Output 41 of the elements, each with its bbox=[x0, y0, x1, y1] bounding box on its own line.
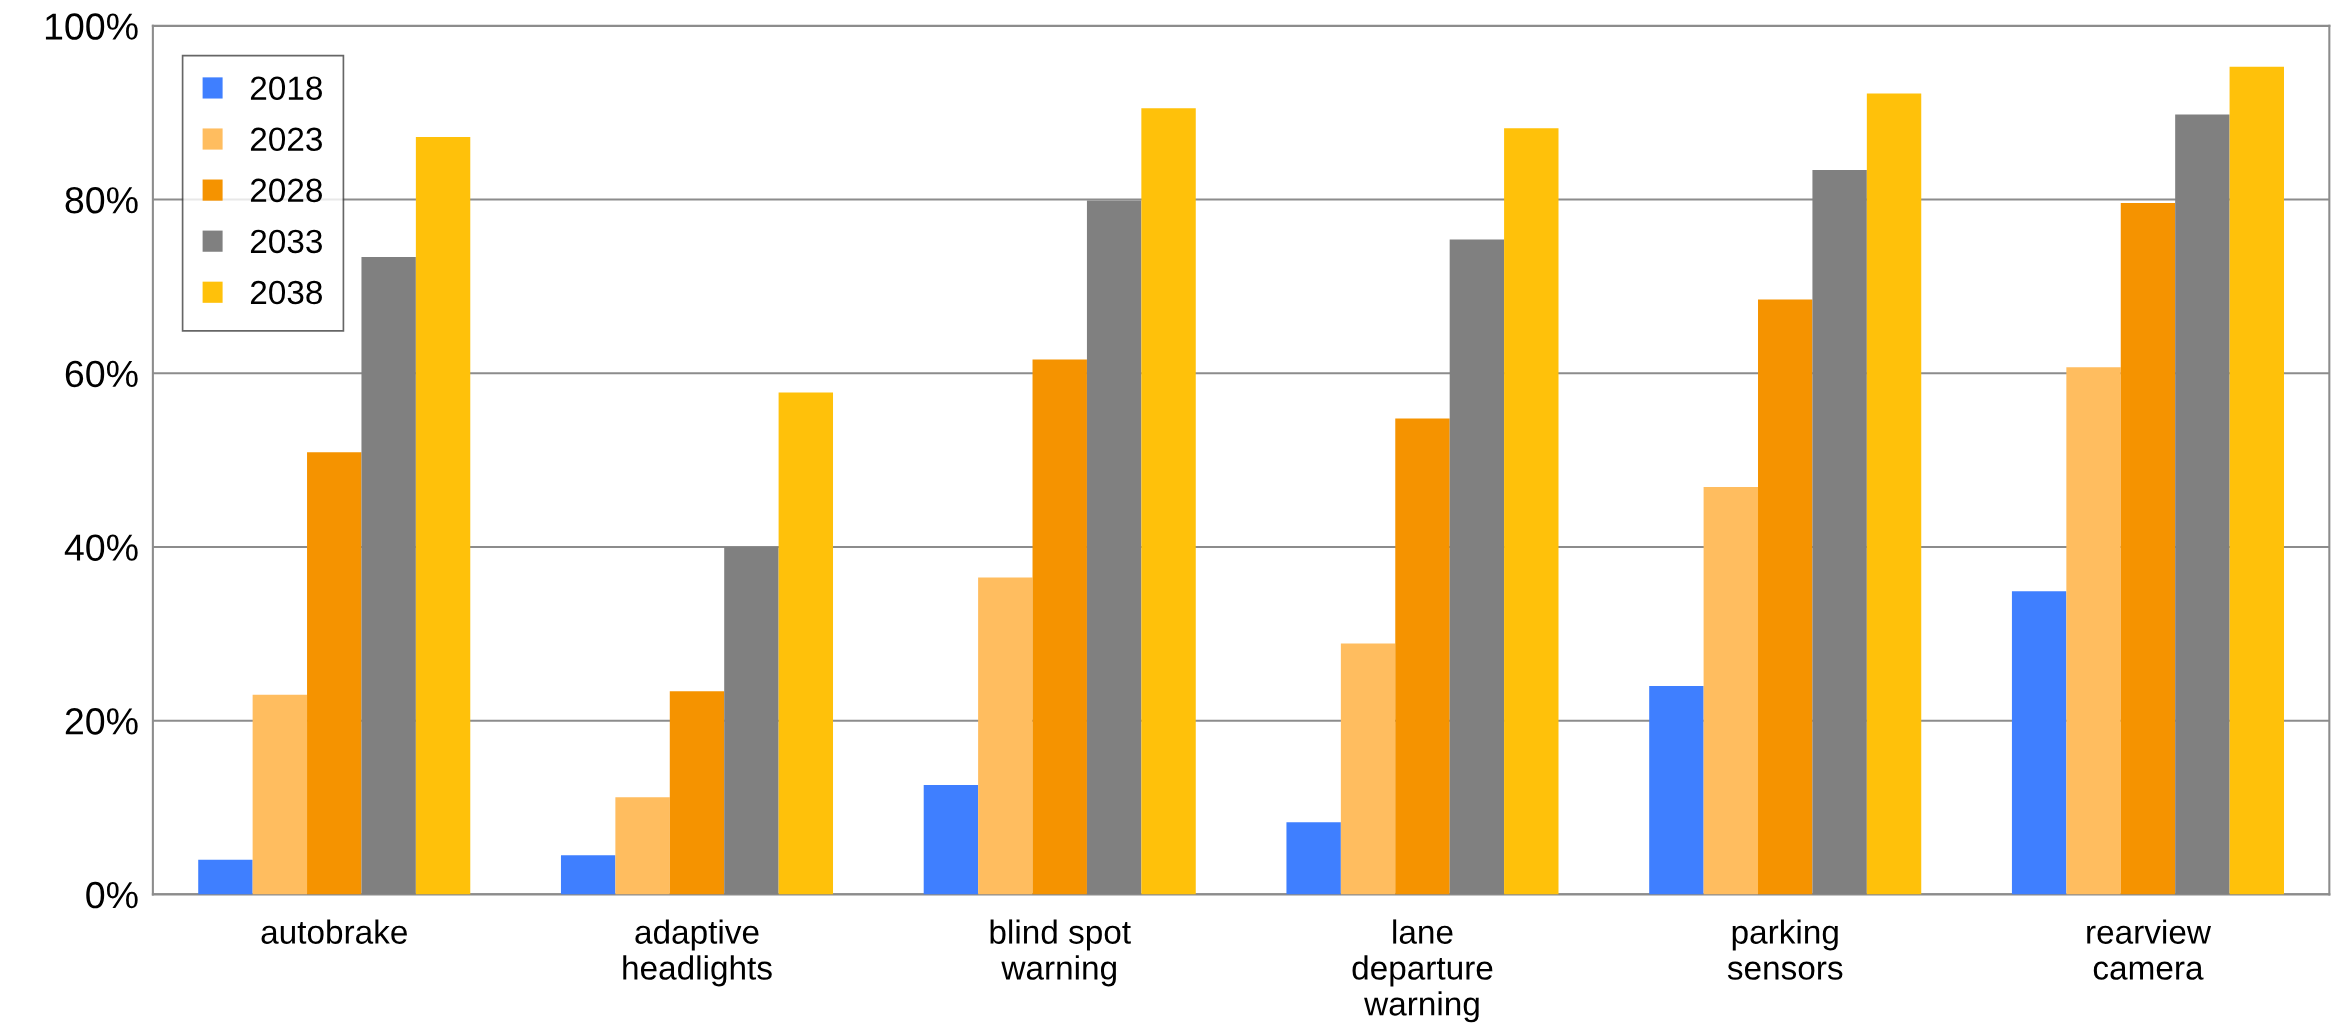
bar bbox=[923, 784, 979, 895]
y-tick-label: 100% bbox=[45, 13, 138, 40]
bar bbox=[1866, 93, 1922, 895]
y-tick-label: 20% bbox=[65, 708, 138, 735]
bar bbox=[1504, 128, 1559, 895]
bar bbox=[669, 691, 725, 895]
bar bbox=[1649, 685, 1704, 895]
y-tick-label: 80% bbox=[65, 186, 138, 214]
y-tick-label: 40% bbox=[64, 534, 138, 561]
bar bbox=[252, 694, 308, 895]
bar bbox=[778, 392, 834, 895]
legend-label: 2033 bbox=[250, 229, 322, 254]
bar bbox=[415, 137, 471, 895]
x-tick-label: blind spot warning bbox=[990, 919, 1131, 987]
x-tick-label: parking sensors bbox=[1727, 919, 1843, 980]
bar bbox=[615, 797, 670, 895]
bar bbox=[1395, 418, 1450, 895]
bar bbox=[560, 855, 616, 895]
x-tick-label: adaptive headlights bbox=[623, 919, 772, 987]
legend-label: 2023 bbox=[250, 127, 322, 152]
bar bbox=[2011, 591, 2067, 895]
y-tick-label: 60% bbox=[65, 360, 138, 388]
bar bbox=[198, 859, 253, 895]
legend-label: 2018 bbox=[250, 76, 322, 101]
bar bbox=[2066, 367, 2121, 895]
y-tick-label: 0% bbox=[86, 881, 138, 909]
bar bbox=[2120, 203, 2176, 895]
bar bbox=[1758, 299, 1813, 895]
bar bbox=[1703, 487, 1759, 895]
bar bbox=[978, 577, 1033, 895]
x-tick-label: autobrake bbox=[261, 919, 407, 944]
bar bbox=[307, 452, 362, 895]
bar bbox=[1141, 108, 1196, 895]
legend-label: 2038 bbox=[250, 280, 322, 305]
legend-label: 2028 bbox=[250, 178, 322, 203]
bar bbox=[1286, 822, 1341, 895]
x-tick-label: lane departure warning bbox=[1352, 919, 1493, 1023]
x-tick-label: rearview camera bbox=[2087, 919, 2212, 980]
bar bbox=[2229, 66, 2284, 895]
bar bbox=[1340, 643, 1396, 895]
bar bbox=[1032, 359, 1087, 895]
